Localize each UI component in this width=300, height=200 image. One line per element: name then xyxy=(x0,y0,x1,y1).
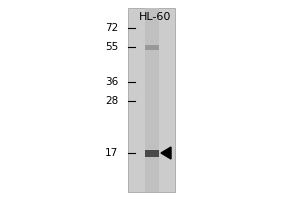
Bar xyxy=(128,8,175,192)
Bar xyxy=(145,45,159,50)
Text: 17: 17 xyxy=(105,148,118,158)
Text: HL-60: HL-60 xyxy=(139,12,171,22)
Text: 72: 72 xyxy=(105,23,118,33)
Text: 55: 55 xyxy=(105,42,118,52)
Bar xyxy=(145,150,159,157)
Text: 28: 28 xyxy=(105,96,118,106)
Bar xyxy=(145,8,159,192)
Text: 36: 36 xyxy=(105,77,118,87)
Polygon shape xyxy=(161,147,171,159)
